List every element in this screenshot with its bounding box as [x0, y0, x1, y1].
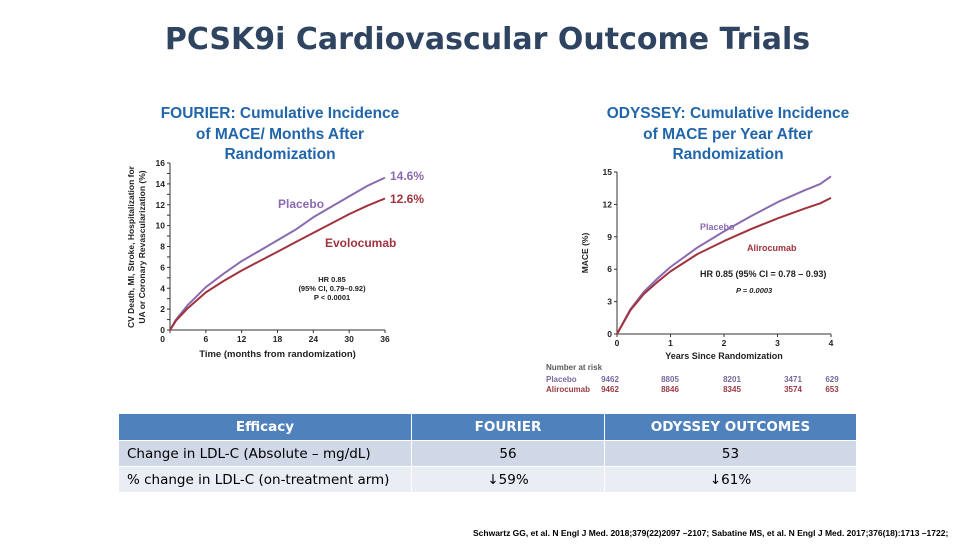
- odyssey-y-tick-label: 0: [607, 329, 612, 339]
- row-ldl-percent-label: % change in LDL-C (on-treatment arm): [119, 466, 412, 492]
- odyssey-y-tick-label: 6: [607, 264, 612, 274]
- slide-title: PCSK9i Cardiovascular Outcome Trials: [164, 22, 811, 57]
- odyssey-y-tick-label: 12: [603, 199, 613, 209]
- fourier-x-tick-label: 18: [273, 334, 283, 344]
- fourier-y-tick-label: 10: [156, 221, 166, 231]
- odyssey-series-placebo-line: [616, 175, 832, 335]
- odyssey-series-alirocumab-line: [616, 197, 832, 335]
- odyssey-risk-value: 9462: [601, 385, 619, 394]
- fourier-chart-title: FOURIER: Cumulative Incidence of MACE/ M…: [130, 104, 430, 166]
- fourier-y-tick-label: 0: [160, 325, 165, 335]
- fourier-series-placebo-line: [169, 176, 386, 331]
- fourier-x-tick-label: 12: [237, 334, 247, 344]
- fourier-end-label-placebo: 14.6%: [390, 169, 424, 183]
- odyssey-risk-row-label: Placebo: [546, 375, 577, 384]
- odyssey-risk-value: 629: [825, 375, 839, 384]
- header-fourier: FOURIER: [411, 414, 605, 441]
- odyssey-risk-value: 8345: [723, 385, 741, 394]
- fourier-y-tick-label: 2: [160, 304, 165, 314]
- odyssey-risk-value: 8846: [661, 385, 679, 394]
- odyssey-hr-annotation: HR 0.85 (95% CI = 0.78 – 0.93): [700, 269, 826, 279]
- odyssey-risk-value: 9462: [601, 375, 619, 384]
- odyssey-legend-alirocumab: Alirocumab: [747, 243, 797, 253]
- fourier-series-evolocumab-line: [169, 197, 386, 331]
- fourier-x-tick-label: 6: [203, 334, 208, 344]
- row-ldl-percent-odyssey: ↓61%: [604, 466, 857, 492]
- odyssey-x-tick-label: 4: [829, 338, 834, 348]
- table-row: % change in LDL-C (on-treatment arm) ↓59…: [119, 466, 857, 492]
- odyssey-risk-value: 3471: [784, 375, 802, 384]
- odyssey-y-tick-label: 3: [607, 297, 612, 307]
- fourier-title-line-1: FOURIER: Cumulative Incidence: [160, 105, 400, 122]
- odyssey-x-tick-label: 2: [722, 338, 727, 348]
- fourier-y-tick-label: 16: [156, 158, 166, 168]
- odyssey-title-line-3: Randomization: [672, 146, 784, 163]
- header-odyssey: ODYSSEY OUTCOMES: [604, 414, 857, 441]
- table-header-row: Efficacy FOURIER ODYSSEY OUTCOMES: [119, 414, 857, 441]
- fourier-hr-annotation-line-3: P < 0.0001: [314, 293, 350, 302]
- fourier-x-axis-label: Time (months from randomization): [199, 349, 356, 360]
- fourier-hr-annotation-line-2: (95% CI, 0.79–0.92): [298, 284, 366, 293]
- odyssey-y-axis-label: MACE (%): [580, 233, 590, 274]
- row-ldl-percent-fourier: ↓59%: [411, 466, 605, 492]
- fourier-y-tick-label: 4: [160, 283, 165, 293]
- odyssey-title-line-1: ODYSSEY: Cumulative Incidence: [606, 105, 850, 122]
- odyssey-p-annotation: P = 0.0003: [736, 286, 773, 295]
- odyssey-risk-value: 3574: [784, 385, 802, 394]
- odyssey-risk-value: 8805: [661, 375, 679, 384]
- table-row: Change in LDL-C (Absolute – mg/dL) 56 53: [119, 440, 857, 467]
- odyssey-y-tick-label: 15: [603, 167, 613, 177]
- odyssey-number-at-risk-label: Number at risk: [546, 363, 603, 372]
- fourier-end-label-evolocumab: 12.6%: [390, 192, 424, 206]
- odyssey-title-line-2: of MACE per Year After: [643, 125, 813, 143]
- row-ldl-absolute-label: Change in LDL-C (Absolute – mg/dL): [119, 440, 412, 467]
- row-ldl-absolute-odyssey: 53: [604, 440, 857, 467]
- fourier-x-tick-label: 36: [380, 334, 390, 344]
- fourier-y-axis-label-line-2: UA or Coronary Revascularization (%): [137, 170, 147, 323]
- fourier-y-tick-label: 6: [160, 262, 165, 272]
- odyssey-risk-row-label: Alirocumab: [546, 385, 590, 394]
- row-ldl-absolute-fourier: 56: [411, 440, 605, 467]
- odyssey-chart-title: ODYSSEY: Cumulative Incidence of MACE pe…: [578, 104, 878, 166]
- odyssey-x-tick-label: 0: [615, 338, 620, 348]
- efficacy-table: Efficacy FOURIER ODYSSEY OUTCOMES Change…: [119, 414, 857, 492]
- fourier-hr-annotation-line-1: HR 0.85: [318, 275, 346, 284]
- fourier-x-tick-label: 0: [160, 334, 165, 344]
- fourier-title-line-2: of MACE/ Months After: [195, 125, 365, 143]
- fourier-x-tick-label: 30: [344, 334, 354, 344]
- odyssey-risk-value: 653: [825, 385, 839, 394]
- odyssey-risk-value: 8201: [723, 375, 741, 384]
- header-efficacy: Efficacy: [119, 414, 412, 441]
- fourier-y-axis-label-line-1: CV Death, MI, Stroke, Hospitalization fo…: [126, 165, 136, 328]
- reference-citation: Schwartz GG, et al. N Engl J Med. 2018;3…: [473, 528, 949, 538]
- fourier-y-tick-label: 12: [156, 200, 166, 210]
- odyssey-x-axis-label: Years Since Randomization: [665, 351, 783, 361]
- odyssey-x-tick-label: 1: [668, 338, 673, 348]
- fourier-legend-evolocumab: Evolocumab: [325, 236, 396, 250]
- odyssey-y-tick-label: 9: [607, 232, 612, 242]
- fourier-legend-placebo: Placebo: [278, 197, 324, 211]
- fourier-y-tick-label: 8: [160, 242, 165, 252]
- odyssey-legend-placebo: Placebo: [700, 222, 735, 232]
- fourier-x-tick-label: 24: [309, 334, 319, 344]
- odyssey-x-tick-label: 3: [775, 338, 780, 348]
- fourier-title-line-3: Randomization: [224, 146, 336, 163]
- fourier-y-tick-label: 14: [156, 179, 166, 189]
